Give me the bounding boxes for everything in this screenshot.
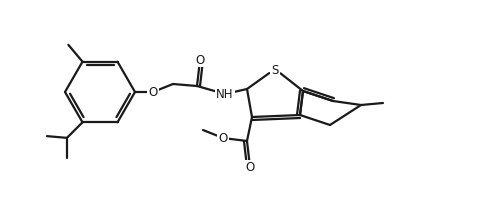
- Text: S: S: [271, 63, 279, 76]
- Text: O: O: [218, 132, 228, 145]
- Text: NH: NH: [216, 88, 234, 101]
- Text: O: O: [195, 54, 204, 67]
- Text: O: O: [245, 161, 254, 174]
- Text: O: O: [148, 86, 157, 99]
